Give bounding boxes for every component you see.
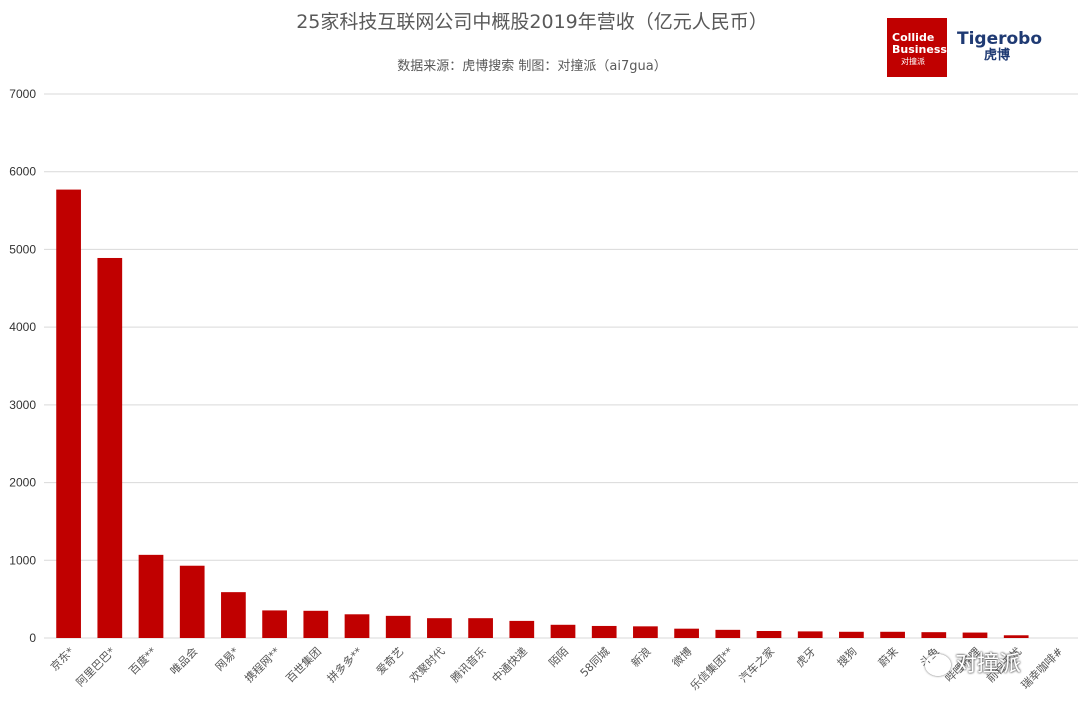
bar: [962, 632, 988, 638]
x-tick-label: 陌陌: [546, 645, 571, 670]
collide-logo-line1: Collide: [892, 31, 935, 44]
y-tick-label: 1000: [9, 553, 36, 567]
y-tick-label: 6000: [9, 165, 36, 179]
bar: [550, 624, 576, 638]
bar: [674, 628, 699, 638]
x-tick-label: 百度**: [126, 644, 160, 678]
bar: [385, 615, 411, 638]
tigerobo-logo-line2: 虎博: [983, 48, 1010, 63]
bar: [715, 629, 741, 638]
bar: [427, 618, 452, 638]
bar: [303, 610, 329, 638]
x-tick-label: 新浪: [628, 644, 653, 669]
bar: [509, 620, 535, 638]
bar: [1003, 635, 1029, 638]
x-tick-label: 百世集团: [283, 644, 324, 685]
y-tick-label: 5000: [9, 242, 36, 256]
collide-business-logo: Collide Business 对撞派: [887, 18, 947, 77]
bar: [839, 631, 864, 638]
bar: [56, 189, 81, 639]
x-tick-label: 欢聚时代: [407, 644, 448, 685]
x-tick-label: 乐信集团**: [687, 644, 736, 693]
bar: [921, 632, 947, 638]
x-tick-label: 搜狗: [834, 644, 859, 669]
bar: [591, 625, 617, 638]
watermark-text: 对撞派: [955, 652, 1022, 677]
bar: [97, 257, 123, 638]
x-tick-label: 阿里巴巴*: [74, 645, 119, 690]
bar: [344, 614, 370, 638]
bar: [179, 565, 205, 638]
bar: [138, 554, 164, 638]
x-tick-label: 汽车之家: [736, 644, 777, 685]
x-tick-label: 拼多多**: [324, 644, 365, 685]
x-tick-label: 虎牙: [794, 645, 819, 670]
bar: [880, 631, 905, 638]
y-tick-label: 7000: [9, 87, 36, 101]
bar: [797, 631, 823, 638]
tigerobo-logo-line1: Tigerobo: [957, 29, 1043, 49]
x-tick-label: 蔚来: [876, 645, 901, 670]
x-tick-label: 京东*: [47, 644, 77, 674]
y-tick-label: 4000: [9, 320, 36, 334]
collide-logo-line3: 对撞派: [901, 57, 925, 66]
collide-logo-line2: Business: [892, 43, 947, 56]
x-tick-label: 网易*: [213, 645, 242, 674]
chart-title: 25家科技互联网公司中概股2019年营收（亿元人民币）: [296, 11, 768, 33]
y-tick-label: 0: [29, 631, 36, 645]
x-tick-label: 携程网**: [242, 644, 283, 685]
bar: [633, 626, 658, 638]
x-tick-label: 中通快递: [489, 644, 530, 685]
bar: [756, 631, 782, 638]
y-tick-label: 3000: [9, 398, 36, 412]
x-tick-label: 唯品会: [168, 645, 201, 678]
chart-subtitle: 数据来源：虎博搜索 制图：对撞派（ai7gua）: [397, 59, 666, 74]
bar: [262, 610, 287, 638]
wechat-icon: [925, 654, 951, 676]
x-tick-label: 微博: [669, 644, 694, 669]
x-tick-label: 58同城: [578, 645, 613, 680]
tigerobo-logo: Tigerobo 虎博: [957, 29, 1043, 64]
x-tick-label: 腾讯音乐: [448, 644, 489, 685]
bar: [221, 592, 246, 638]
y-tick-label: 2000: [9, 476, 36, 490]
x-tick-label: 瑞幸咖啡#: [1018, 644, 1066, 692]
watermark: 对撞派: [925, 646, 1021, 678]
bar: [468, 618, 493, 638]
x-tick-label: 爱奇艺: [374, 645, 407, 678]
